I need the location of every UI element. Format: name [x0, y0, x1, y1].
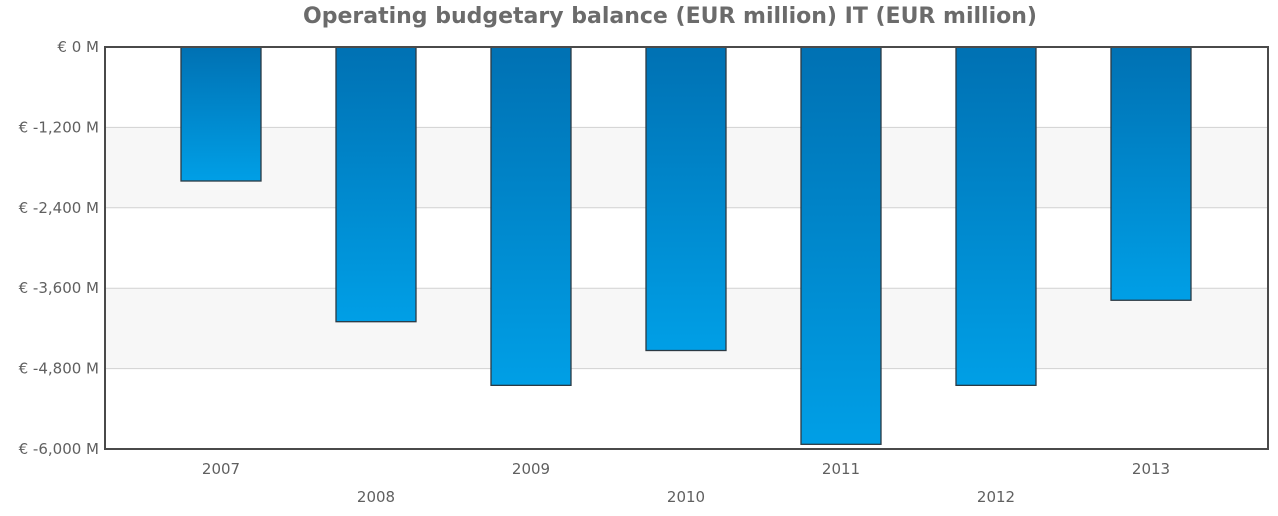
- bars: [180, 46, 1192, 445]
- bar-2007: [180, 46, 262, 182]
- bar-2012: [955, 46, 1037, 387]
- bar-2009: [490, 46, 572, 387]
- bar-2008: [335, 46, 417, 323]
- y-axis-labels: € 0 M € -1,200 M € -2,400 M € -3,600 M € -4,…: [19, 38, 99, 458]
- bar-2011: [800, 46, 882, 445]
- bar-2010: [645, 46, 727, 352]
- x-tick-label: 2010: [667, 488, 705, 506]
- y-tick-label: € -4,800 M: [19, 360, 99, 378]
- y-tick-label: € -6,000 M: [19, 440, 99, 458]
- chart-title: Operating budgetary balance (EUR million…: [303, 4, 1037, 29]
- bar-2013: [1110, 46, 1192, 301]
- x-axis-labels: 2007 2008 2009 2010 2011 2012 2013: [202, 460, 1170, 506]
- x-tick-label: 2012: [977, 488, 1015, 506]
- y-tick-label: € 0 M: [57, 38, 99, 56]
- plot-border: [104, 46, 1269, 450]
- x-tick-label: 2013: [1132, 460, 1170, 478]
- x-tick-label: 2011: [822, 460, 860, 478]
- plot-frame: [104, 46, 1269, 450]
- x-tick-label: 2009: [512, 460, 550, 478]
- y-tick-label: € -2,400 M: [19, 199, 99, 217]
- y-tick-label: € -1,200 M: [19, 118, 99, 136]
- x-tick-label: 2007: [202, 460, 240, 478]
- y-tick-label: € -3,600 M: [19, 279, 99, 297]
- x-tick-label: 2008: [357, 488, 395, 506]
